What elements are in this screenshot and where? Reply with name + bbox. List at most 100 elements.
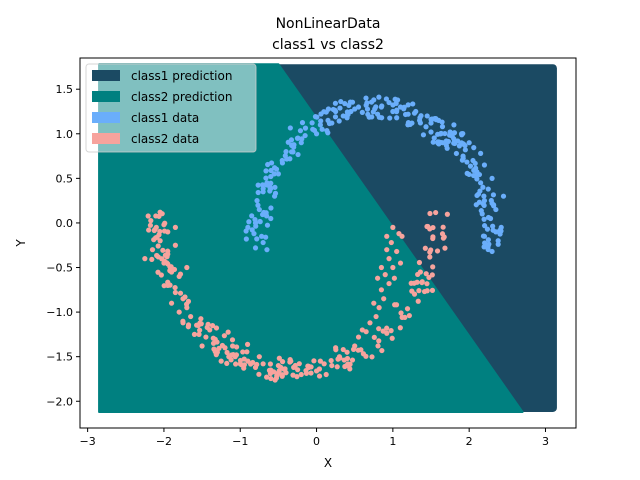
- class1-data-point: [402, 111, 409, 118]
- class2-data-point: [376, 305, 382, 311]
- class2-data-point: [389, 335, 395, 341]
- class2-data-point: [254, 361, 260, 368]
- class2-data-point: [406, 312, 412, 319]
- class1-data-point: [255, 182, 261, 188]
- class2-data-point: [430, 234, 436, 240]
- class2-data-point: [180, 318, 186, 324]
- class2-data-point: [371, 300, 377, 306]
- class2-data-point: [156, 213, 162, 219]
- class1-data-point: [299, 120, 306, 126]
- class1-data-point: [287, 125, 293, 131]
- class2-data-point: [342, 363, 348, 370]
- class2-data-point: [334, 364, 340, 370]
- class1-data-point: [481, 216, 487, 222]
- class2-data-point: [388, 328, 394, 334]
- class2-data-point: [276, 355, 282, 361]
- class2-data-point: [199, 343, 205, 349]
- class2-data-point: [158, 272, 164, 278]
- class2-data-point: [209, 323, 216, 329]
- class2-data-point: [237, 357, 244, 364]
- class2-data-point: [228, 357, 234, 363]
- class1-data-point: [257, 219, 263, 225]
- y-tick-label: 1.5: [56, 83, 74, 96]
- class1-data-point: [424, 113, 430, 119]
- class2-data-point: [213, 325, 220, 331]
- class2-data-point: [281, 366, 287, 372]
- class1-data-point: [439, 124, 446, 130]
- class1-data-point: [255, 189, 261, 196]
- class2-data-point: [399, 233, 405, 239]
- class1-data-point: [453, 150, 459, 157]
- class1-data-point: [309, 120, 315, 126]
- class2-data-point: [244, 349, 250, 355]
- class2-data-point: [380, 328, 386, 334]
- class2-data-point: [444, 211, 450, 217]
- class2-data-point: [375, 275, 381, 281]
- class2-data-point: [323, 371, 329, 378]
- class1-data-point: [407, 121, 413, 127]
- class1-data-point: [268, 205, 274, 211]
- x-tick-label: −1: [232, 435, 248, 448]
- class1-data-point: [394, 115, 400, 121]
- class1-data-point: [359, 109, 365, 115]
- legend-box: [85, 63, 257, 153]
- class1-data-point: [265, 161, 271, 168]
- class1-data-point: [271, 171, 277, 177]
- class1-data-point: [297, 128, 304, 134]
- x-tick-label: 2: [466, 435, 473, 448]
- class2-data-point: [355, 347, 361, 353]
- class2-data-point: [386, 256, 392, 262]
- class2-data-point: [388, 239, 394, 246]
- legend-label: class2 data: [131, 132, 199, 146]
- class2-data-point: [433, 209, 439, 216]
- class1-data-point: [474, 176, 480, 182]
- class2-data-point: [194, 322, 200, 328]
- class1-data-point: [466, 140, 472, 146]
- class1-data-point: [336, 118, 342, 124]
- class1-data-point: [428, 120, 434, 126]
- class1-data-point: [321, 109, 327, 115]
- class1-data-point: [273, 166, 280, 172]
- class2-data-point: [424, 281, 430, 287]
- class1-data-point: [476, 199, 483, 205]
- class1-data-point: [249, 227, 255, 233]
- class1-data-point: [344, 109, 350, 115]
- class2-data-point: [290, 372, 296, 378]
- class2-data-point: [398, 310, 404, 316]
- class1-data-point: [347, 99, 353, 105]
- class2-data-point: [337, 355, 343, 361]
- class1-data-point: [467, 163, 474, 169]
- class2-data-point: [390, 264, 396, 271]
- class1-data-point: [459, 132, 465, 138]
- class2-data-point: [391, 275, 397, 281]
- class1-data-point: [318, 118, 324, 124]
- class2-data-point: [218, 358, 224, 364]
- class2-data-point: [198, 321, 204, 327]
- class2-data-point: [233, 361, 239, 367]
- class2-data-point: [393, 302, 400, 308]
- class2-data-point: [267, 361, 274, 367]
- class2-data-point: [216, 345, 222, 351]
- class2-data-point: [341, 357, 347, 363]
- class2-data-point: [360, 351, 367, 357]
- class1-data-point: [298, 140, 304, 146]
- class1-data-point: [495, 241, 501, 247]
- class1-data-point: [363, 95, 369, 101]
- class1-data-point: [429, 116, 435, 122]
- class2-data-point: [423, 271, 429, 277]
- class2-data-point: [442, 245, 448, 251]
- class2-data-point: [264, 374, 270, 380]
- class1-data-point: [290, 149, 296, 155]
- class1-data-point: [482, 240, 488, 246]
- class2-data-point: [344, 349, 350, 355]
- class2-data-point: [165, 279, 171, 285]
- class1-data-point: [326, 120, 333, 127]
- class2-data-point: [316, 366, 323, 372]
- class1-data-point: [417, 115, 423, 121]
- class2-data-point: [379, 347, 385, 354]
- class2-data-point: [440, 224, 446, 230]
- class1-data-point: [249, 213, 255, 219]
- class2-data-point: [384, 247, 390, 253]
- class2-data-point: [292, 362, 298, 369]
- class1-data-point: [268, 215, 274, 222]
